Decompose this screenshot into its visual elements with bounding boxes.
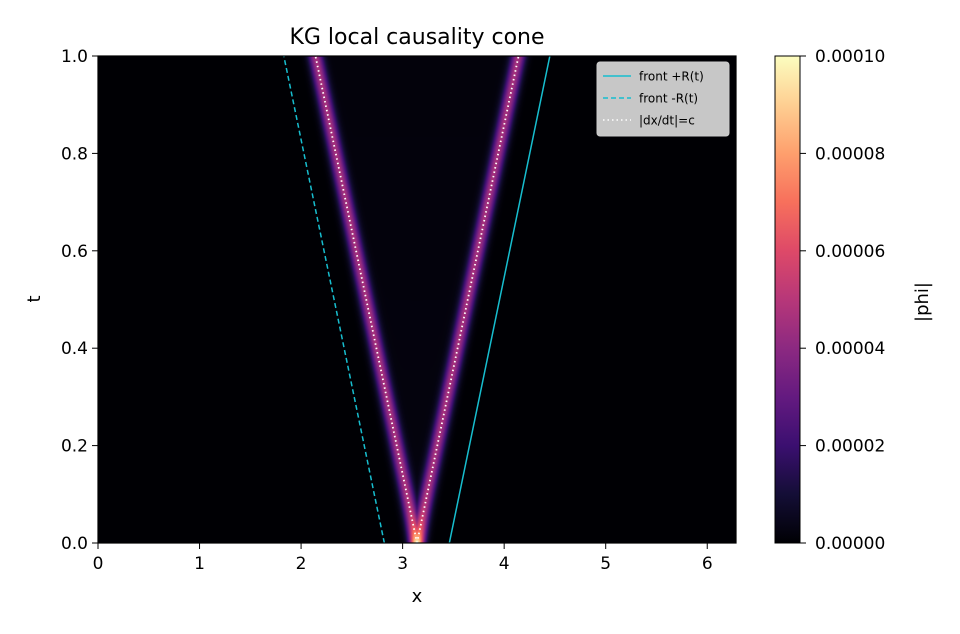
y-axis: 0.0 0.2 0.4 0.6 0.8 1.0 <box>61 47 98 554</box>
series-line-2-left <box>314 56 418 543</box>
legend-label: |dx/dt|=c <box>639 114 695 128</box>
colorbar-label: |phi| <box>912 282 933 322</box>
plot-frame <box>97 55 737 544</box>
colorbar: 0.00000 0.00002 0.00004 0.00006 0.00008 0.000… <box>774 47 933 554</box>
x-tick-label: 0 <box>93 554 104 574</box>
x-axis-label: x <box>412 586 423 607</box>
x-tick-label: 3 <box>397 554 408 574</box>
lines-layer <box>283 56 551 543</box>
colorbar-tick-label: 0.00010 <box>815 47 885 67</box>
plot-area <box>97 55 737 544</box>
y-tick-label: 0.0 <box>61 534 88 554</box>
y-tick-label: 0.4 <box>61 339 88 359</box>
x-tick-label: 6 <box>702 554 713 574</box>
colorbar-gradient <box>774 55 801 544</box>
series-line-0 <box>448 56 551 543</box>
colorbar-tick-label: 0.00006 <box>815 242 885 262</box>
colorbar-tick-label: 0.00002 <box>815 437 885 457</box>
colorbar-tick-label: 0.00004 <box>815 339 885 359</box>
chart-title: KG local causality cone <box>289 25 544 50</box>
y-tick-label: 0.6 <box>61 242 88 262</box>
legend: front +R(t) front -R(t) |dx/dt|=c <box>596 61 730 137</box>
y-axis-label: t <box>24 295 45 302</box>
colorbar-tick-label: 0.00000 <box>815 534 885 554</box>
legend-box <box>596 61 730 137</box>
y-tick-label: 0.8 <box>61 144 88 164</box>
x-tick-label: 1 <box>194 554 205 574</box>
x-tick-label: 2 <box>296 554 307 574</box>
series-line-2-right <box>416 56 520 543</box>
x-tick-label: 5 <box>600 554 611 574</box>
colorbar-ticks: 0.00000 0.00002 0.00004 0.00006 0.00008 0.000… <box>800 47 885 554</box>
legend-label: front +R(t) <box>639 70 704 84</box>
y-tick-label: 0.2 <box>61 437 88 457</box>
legend-label: front -R(t) <box>639 92 698 106</box>
colorbar-tick-label: 0.00008 <box>815 144 885 164</box>
x-axis: 0 1 2 3 4 5 6 <box>93 543 713 574</box>
series-line-1 <box>283 56 386 543</box>
y-tick-label: 1.0 <box>61 47 88 67</box>
x-tick-label: 4 <box>499 554 510 574</box>
heatmap-image <box>98 56 736 543</box>
